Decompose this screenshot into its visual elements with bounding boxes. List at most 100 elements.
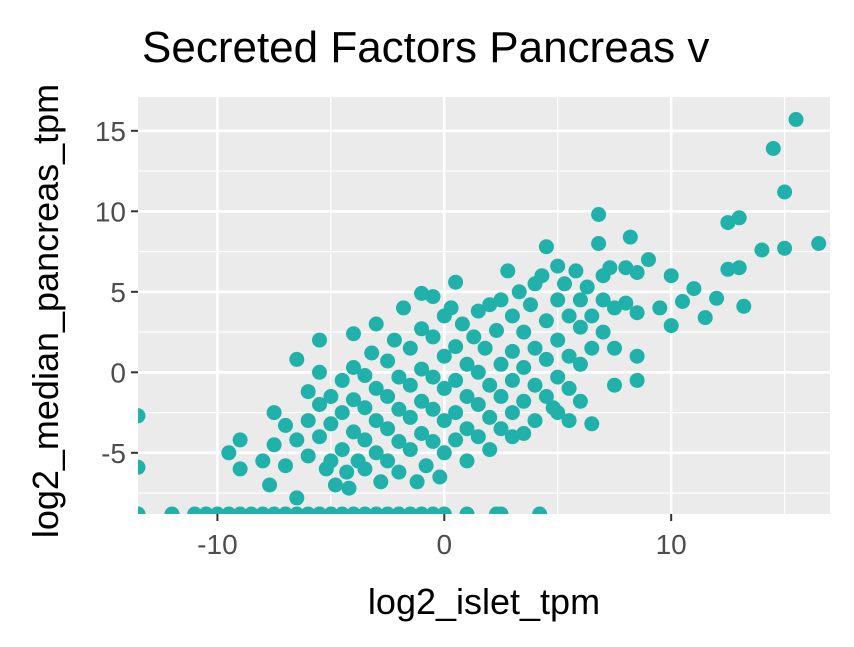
data-point: [607, 340, 622, 356]
data-point: [334, 405, 350, 421]
data-point: [489, 323, 504, 338]
data-point: [538, 239, 554, 255]
data-point: [138, 459, 146, 475]
data-point: [629, 372, 645, 388]
data-point: [198, 506, 214, 514]
data-point: [504, 405, 520, 421]
data-point: [736, 298, 752, 314]
y-tick-label: -5: [101, 438, 126, 469]
data-point: [300, 506, 316, 514]
data-point: [731, 260, 747, 276]
data-point: [629, 265, 645, 280]
data-point: [232, 506, 248, 514]
x-tick-label: -10: [197, 529, 237, 560]
data-point: [289, 490, 305, 506]
data-point: [550, 332, 566, 348]
data-point: [572, 393, 588, 409]
data-point: [720, 215, 736, 231]
data-point: [459, 506, 475, 514]
data-point: [618, 295, 634, 311]
data-point: [663, 318, 679, 334]
data-point: [765, 141, 781, 156]
data-point: [448, 372, 464, 388]
y-tick-label: 5: [110, 277, 126, 308]
data-point: [221, 445, 237, 461]
data-point: [448, 339, 464, 355]
data-point: [414, 426, 430, 441]
data-point: [339, 464, 355, 480]
data-point: [346, 392, 361, 408]
data-point: [561, 308, 577, 324]
data-point: [454, 316, 470, 332]
data-point: [550, 369, 566, 385]
data-point: [697, 310, 713, 326]
data-point: [164, 506, 180, 514]
data-point: [493, 292, 509, 308]
data-point: [436, 445, 452, 461]
data-point: [470, 303, 486, 319]
data-point: [731, 210, 747, 226]
y-axis-title: log2_median_pancreas_tpm: [25, 84, 66, 538]
data-point: [482, 442, 498, 458]
data-point: [368, 506, 384, 514]
data-point: [466, 329, 482, 345]
data-point: [255, 506, 271, 514]
data-point: [777, 184, 793, 200]
data-point: [312, 506, 327, 514]
data-point: [346, 360, 361, 375]
data-point: [312, 397, 327, 412]
data-point: [262, 477, 278, 493]
data-point: [652, 300, 668, 316]
y-tick-label: 10: [95, 196, 126, 227]
data-point: [777, 240, 793, 256]
data-point: [493, 389, 509, 404]
data-point: [500, 263, 516, 279]
data-point: [436, 506, 452, 514]
data-point: [357, 461, 373, 477]
data-point: [443, 300, 459, 316]
data-point: [380, 453, 396, 469]
data-point: [504, 308, 520, 324]
data-point: [459, 389, 475, 404]
data-point: [425, 434, 441, 449]
data-point: [595, 324, 611, 340]
data-point: [448, 274, 464, 290]
data-point: [391, 506, 407, 514]
data-point: [459, 356, 475, 372]
data-point: [323, 506, 339, 514]
data-point: [504, 429, 520, 445]
data-point: [402, 377, 418, 393]
data-point: [391, 434, 407, 449]
data-point: [232, 432, 248, 448]
data-point: [527, 377, 543, 393]
data-point: [323, 453, 339, 469]
data-point: [187, 506, 203, 514]
data-point: [622, 229, 638, 245]
data-point: [334, 506, 350, 514]
data-point: [709, 290, 725, 306]
data-point: [482, 377, 498, 393]
data-point: [278, 506, 293, 514]
data-point: [266, 506, 282, 514]
y-tick-label: 15: [95, 116, 126, 147]
data-point: [346, 424, 361, 440]
data-point: [312, 429, 327, 445]
data-point: [538, 389, 554, 404]
data-point: [470, 429, 486, 445]
data-point: [266, 405, 282, 421]
data-point: [607, 300, 622, 316]
data-point: [300, 413, 316, 429]
data-point: [396, 300, 411, 316]
data-point: [584, 340, 600, 356]
data-point: [516, 426, 532, 441]
data-point: [568, 263, 584, 279]
data-point: [572, 319, 588, 335]
data-point: [686, 281, 702, 297]
data-point: [209, 506, 225, 514]
data-point: [561, 380, 577, 396]
data-point: [459, 421, 475, 437]
data-point: [289, 506, 305, 514]
data-point: [386, 332, 402, 348]
data-point: [511, 284, 527, 300]
